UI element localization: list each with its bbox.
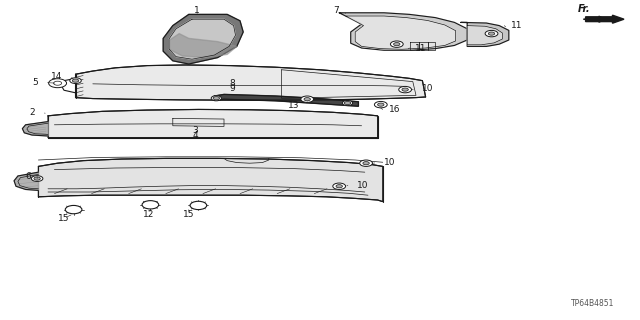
Circle shape bbox=[31, 176, 43, 181]
Circle shape bbox=[378, 103, 384, 106]
Circle shape bbox=[374, 101, 387, 108]
Polygon shape bbox=[38, 158, 383, 202]
Text: 11: 11 bbox=[511, 21, 522, 30]
Circle shape bbox=[390, 41, 403, 47]
Text: 15: 15 bbox=[58, 214, 70, 223]
Text: TP64B4851: TP64B4851 bbox=[571, 299, 614, 308]
Polygon shape bbox=[461, 22, 509, 46]
Circle shape bbox=[485, 30, 498, 37]
Circle shape bbox=[190, 201, 207, 210]
Text: 1: 1 bbox=[195, 6, 200, 15]
Circle shape bbox=[142, 201, 159, 209]
Circle shape bbox=[301, 96, 314, 102]
Text: 14: 14 bbox=[51, 72, 63, 81]
Circle shape bbox=[333, 183, 346, 189]
Text: Fr.: Fr. bbox=[577, 4, 590, 14]
Polygon shape bbox=[163, 14, 243, 64]
Text: 6: 6 bbox=[25, 172, 31, 181]
Text: 10: 10 bbox=[422, 84, 434, 93]
Circle shape bbox=[65, 205, 82, 214]
Text: 15: 15 bbox=[183, 210, 195, 219]
Polygon shape bbox=[48, 109, 378, 138]
Text: 9: 9 bbox=[230, 84, 235, 93]
FancyArrow shape bbox=[586, 15, 624, 23]
Circle shape bbox=[34, 177, 40, 180]
Polygon shape bbox=[467, 26, 502, 45]
Text: 12: 12 bbox=[143, 210, 155, 219]
Circle shape bbox=[213, 97, 220, 100]
Polygon shape bbox=[170, 34, 237, 58]
Text: 16: 16 bbox=[389, 105, 401, 114]
Text: 10: 10 bbox=[384, 158, 396, 167]
Text: 5: 5 bbox=[33, 78, 38, 87]
Text: 8: 8 bbox=[230, 79, 235, 88]
Text: 13: 13 bbox=[288, 101, 300, 110]
Circle shape bbox=[211, 96, 221, 101]
Circle shape bbox=[344, 101, 351, 105]
Text: 2: 2 bbox=[29, 108, 35, 117]
Circle shape bbox=[49, 79, 67, 88]
Text: 7: 7 bbox=[333, 6, 339, 15]
Polygon shape bbox=[339, 13, 467, 50]
Circle shape bbox=[399, 86, 412, 93]
Text: 11: 11 bbox=[415, 44, 426, 53]
Circle shape bbox=[402, 88, 408, 91]
Circle shape bbox=[304, 98, 310, 101]
Circle shape bbox=[394, 43, 400, 46]
Circle shape bbox=[488, 32, 495, 35]
Circle shape bbox=[363, 162, 369, 165]
Polygon shape bbox=[14, 172, 38, 190]
Polygon shape bbox=[169, 19, 236, 59]
Text: 4: 4 bbox=[193, 131, 198, 140]
Circle shape bbox=[342, 100, 353, 106]
Circle shape bbox=[70, 78, 81, 84]
Circle shape bbox=[336, 185, 342, 188]
Circle shape bbox=[72, 79, 79, 82]
Polygon shape bbox=[214, 94, 358, 106]
Text: 3: 3 bbox=[193, 126, 198, 135]
Polygon shape bbox=[22, 122, 48, 136]
Circle shape bbox=[54, 81, 61, 85]
Circle shape bbox=[360, 160, 372, 166]
Polygon shape bbox=[346, 16, 456, 49]
Text: 10: 10 bbox=[357, 181, 369, 190]
Polygon shape bbox=[76, 65, 426, 100]
